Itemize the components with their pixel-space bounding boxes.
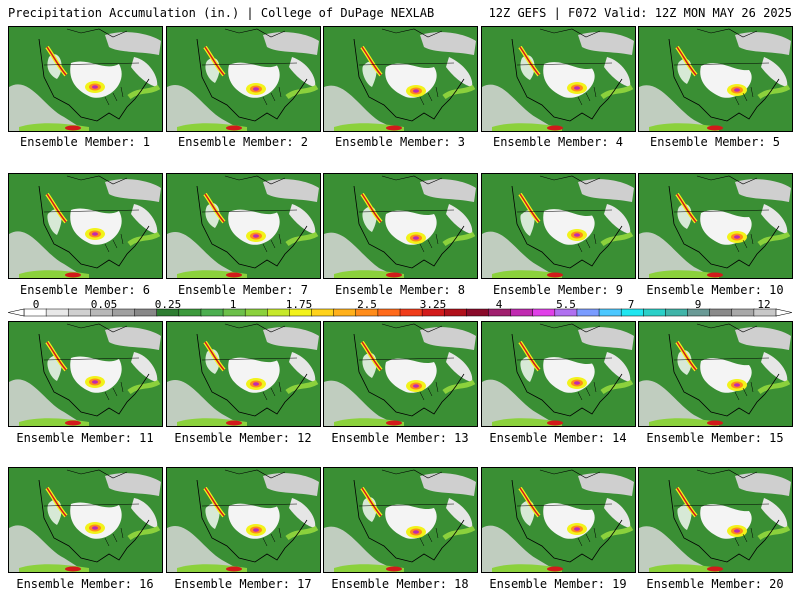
colorbar-swatch xyxy=(598,308,622,317)
colorbar-tick-label: 3.25 xyxy=(419,298,447,311)
header-title: Precipitation Accumulation (in.) | Colle… xyxy=(8,6,435,20)
ensemble-member-caption: Ensemble Member: 20 xyxy=(646,577,784,591)
ensemble-map-panel xyxy=(166,467,321,573)
colorbar-swatch xyxy=(709,308,733,317)
colorbar-swatch xyxy=(377,308,401,317)
colorbar-swatch xyxy=(532,308,556,317)
colorbar-swatch xyxy=(643,308,667,317)
colorbar-swatch xyxy=(333,308,357,317)
ensemble-member-caption: Ensemble Member: 12 xyxy=(174,431,312,445)
ensemble-member-caption: Ensemble Member: 3 xyxy=(334,135,466,149)
ensemble-map-panel xyxy=(323,467,478,573)
colorbar-swatch xyxy=(510,308,534,317)
ensemble-map-panel xyxy=(323,173,478,279)
ensemble-member-caption: Ensemble Member: 5 xyxy=(649,135,781,149)
colorbar-swatch xyxy=(200,308,224,317)
ensemble-member-caption: Ensemble Member: 18 xyxy=(331,577,469,591)
ensemble-member-caption: Ensemble Member: 2 xyxy=(177,135,309,149)
ensemble-map-panel xyxy=(638,467,793,573)
ensemble-member-caption: Ensemble Member: 16 xyxy=(16,577,154,591)
colorbar-tick-label: 9 xyxy=(694,298,702,311)
colorbar-arrow-right xyxy=(775,308,792,317)
ensemble-map-panel xyxy=(481,321,636,427)
ensemble-member-caption: Ensemble Member: 13 xyxy=(331,431,469,445)
ensemble-map-panel xyxy=(166,321,321,427)
ensemble-map-panel xyxy=(481,173,636,279)
ensemble-member-caption: Ensemble Member: 9 xyxy=(492,283,624,297)
ensemble-map-panel xyxy=(166,173,321,279)
ensemble-member-caption: Ensemble Member: 14 xyxy=(489,431,627,445)
colorbar-tick-label: 0 xyxy=(32,298,40,311)
colorbar-tick-label: 1 xyxy=(229,298,237,311)
colorbar-swatch xyxy=(665,308,689,317)
ensemble-member-caption: Ensemble Member: 6 xyxy=(19,283,151,297)
colorbar-swatch xyxy=(67,308,92,317)
ensemble-map-panel xyxy=(8,321,163,427)
colorbar-swatch xyxy=(178,308,202,317)
ensemble-map-panel xyxy=(8,173,163,279)
colorbar-swatch xyxy=(576,308,600,317)
colorbar-tick-label: 5.5 xyxy=(556,298,576,311)
colorbar-swatch xyxy=(244,308,269,317)
colorbar-tick-label: 12 xyxy=(757,298,771,311)
ensemble-map-panel xyxy=(638,26,793,132)
ensemble-member-caption: Ensemble Member: 4 xyxy=(492,135,624,149)
colorbar-swatch xyxy=(466,308,490,317)
ensemble-map-panel xyxy=(323,321,478,427)
colorbar-swatch xyxy=(311,308,335,317)
ensemble-map-panel xyxy=(166,26,321,132)
ensemble-member-caption: Ensemble Member: 1 xyxy=(19,135,151,149)
ensemble-member-caption: Ensemble Member: 19 xyxy=(489,577,627,591)
ensemble-map-panel xyxy=(481,26,636,132)
colorbar-tick-label: 0.05 xyxy=(90,298,118,311)
colorbar-tick-label: 4 xyxy=(495,298,503,311)
ensemble-map-panel xyxy=(323,26,478,132)
colorbar-tick-label: 7 xyxy=(627,298,635,311)
ensemble-map-panel xyxy=(481,467,636,573)
ensemble-member-caption: Ensemble Member: 7 xyxy=(177,283,309,297)
ensemble-map-panel xyxy=(8,467,163,573)
ensemble-map-panel xyxy=(638,321,793,427)
colorbar-tick-label: 0.25 xyxy=(154,298,182,311)
colorbar-tick-label: 1.75 xyxy=(285,298,313,311)
ensemble-map-panel xyxy=(8,26,163,132)
header-valid-time: 12Z GEFS | F072 Valid: 12Z MON MAY 26 20… xyxy=(488,6,792,20)
colorbar-arrow-left xyxy=(8,308,25,317)
ensemble-member-caption: Ensemble Member: 10 xyxy=(646,283,784,297)
ensemble-member-caption: Ensemble Member: 15 xyxy=(646,431,784,445)
colorbar-tick-label: 2.5 xyxy=(357,298,377,311)
colorbar-legend xyxy=(8,308,792,317)
ensemble-member-caption: Ensemble Member: 11 xyxy=(16,431,154,445)
ensemble-member-caption: Ensemble Member: 8 xyxy=(334,283,466,297)
colorbar-swatch xyxy=(443,308,468,317)
colorbar-swatch xyxy=(731,308,755,317)
ensemble-map-panel xyxy=(638,173,793,279)
ensemble-member-caption: Ensemble Member: 17 xyxy=(174,577,312,591)
colorbar-swatch xyxy=(45,308,69,317)
